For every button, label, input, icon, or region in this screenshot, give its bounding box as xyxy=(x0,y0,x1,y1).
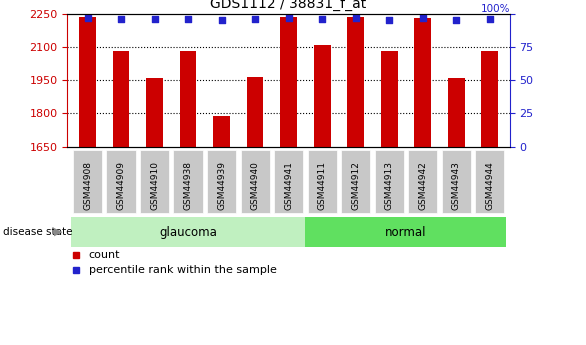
Text: GSM44941: GSM44941 xyxy=(284,161,293,210)
Point xyxy=(351,15,360,21)
Point xyxy=(150,16,159,22)
Bar xyxy=(347,17,364,147)
Text: GSM44938: GSM44938 xyxy=(183,161,193,210)
FancyBboxPatch shape xyxy=(140,150,169,213)
Bar xyxy=(180,51,196,147)
Bar xyxy=(146,78,163,147)
Bar xyxy=(448,78,465,147)
Text: GSM44909: GSM44909 xyxy=(117,161,125,210)
FancyBboxPatch shape xyxy=(240,150,270,213)
FancyBboxPatch shape xyxy=(107,150,135,213)
Text: GSM44940: GSM44940 xyxy=(251,161,260,210)
Bar xyxy=(481,51,498,147)
Bar xyxy=(381,51,397,147)
FancyBboxPatch shape xyxy=(73,150,102,213)
Point xyxy=(250,16,260,22)
Text: count: count xyxy=(88,250,120,260)
Point xyxy=(418,15,427,21)
Point xyxy=(217,18,226,23)
FancyBboxPatch shape xyxy=(308,150,337,213)
Bar xyxy=(71,217,305,247)
FancyBboxPatch shape xyxy=(173,150,203,213)
Point xyxy=(83,15,92,21)
Text: GSM44944: GSM44944 xyxy=(485,161,494,210)
Text: normal: normal xyxy=(385,226,427,238)
Bar xyxy=(314,45,331,147)
Text: glaucoma: glaucoma xyxy=(159,226,217,238)
FancyBboxPatch shape xyxy=(408,150,437,213)
Text: GSM44908: GSM44908 xyxy=(83,161,92,210)
Text: GSM44942: GSM44942 xyxy=(418,161,427,210)
Title: GDS1112 / 38831_f_at: GDS1112 / 38831_f_at xyxy=(210,0,367,11)
Text: GSM44912: GSM44912 xyxy=(351,161,360,210)
Bar xyxy=(213,116,230,147)
Text: GSM44939: GSM44939 xyxy=(217,161,226,210)
Point xyxy=(318,16,327,22)
Point xyxy=(384,18,394,23)
Bar xyxy=(305,217,506,247)
FancyBboxPatch shape xyxy=(207,150,236,213)
Text: ▶: ▶ xyxy=(54,227,63,237)
FancyBboxPatch shape xyxy=(442,150,471,213)
Text: percentile rank within the sample: percentile rank within the sample xyxy=(88,266,277,275)
Point xyxy=(183,16,193,22)
Text: GSM44910: GSM44910 xyxy=(150,161,159,210)
Text: GSM44913: GSM44913 xyxy=(384,161,394,210)
FancyBboxPatch shape xyxy=(341,150,370,213)
FancyBboxPatch shape xyxy=(374,150,404,213)
Bar xyxy=(113,51,130,147)
FancyBboxPatch shape xyxy=(475,150,505,213)
Point xyxy=(451,18,461,23)
Point xyxy=(284,15,294,21)
Text: GSM44911: GSM44911 xyxy=(318,161,326,210)
Text: 100%: 100% xyxy=(481,4,510,14)
Bar xyxy=(79,17,96,147)
Bar xyxy=(280,17,297,147)
FancyBboxPatch shape xyxy=(274,150,303,213)
Point xyxy=(117,16,126,22)
Text: disease state: disease state xyxy=(3,227,73,237)
Bar xyxy=(414,18,431,147)
Point xyxy=(485,16,495,22)
Bar xyxy=(247,77,264,147)
Text: GSM44943: GSM44943 xyxy=(452,161,461,210)
